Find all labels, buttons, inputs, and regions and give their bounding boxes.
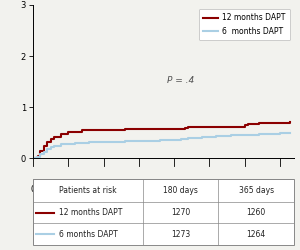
Text: 365 days: 365 days <box>238 186 274 195</box>
Text: 12 months DAPT: 12 months DAPT <box>59 208 122 217</box>
FancyBboxPatch shape <box>33 179 294 245</box>
Text: 1270: 1270 <box>171 208 190 217</box>
Text: P = .4: P = .4 <box>167 76 194 85</box>
Text: 1264: 1264 <box>247 230 266 239</box>
Text: 6 months DAPT: 6 months DAPT <box>59 230 118 239</box>
Text: Patients at risk: Patients at risk <box>59 186 117 195</box>
Text: 180 days: 180 days <box>163 186 198 195</box>
Legend: 12 months DAPT, 6  months DAPT: 12 months DAPT, 6 months DAPT <box>199 9 290 40</box>
Text: 1273: 1273 <box>171 230 190 239</box>
Text: 1260: 1260 <box>247 208 266 217</box>
X-axis label: Time, days: Time, days <box>139 194 188 203</box>
